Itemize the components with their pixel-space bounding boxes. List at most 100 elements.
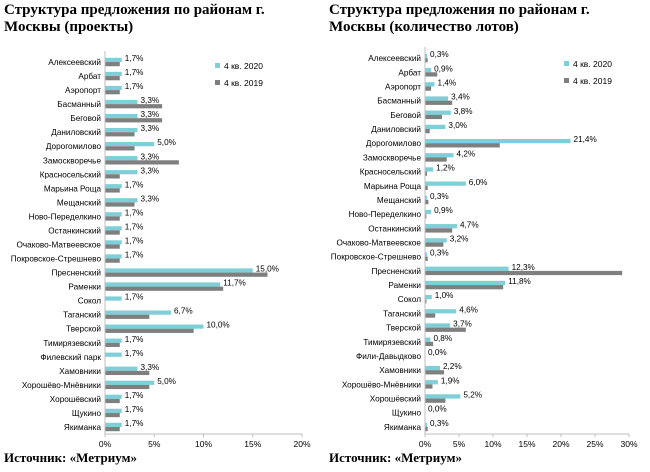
bar-4q-2020 bbox=[425, 309, 457, 314]
legend-label: 4 кв. 2020 bbox=[224, 61, 263, 71]
bar-4q-2020 bbox=[425, 380, 438, 385]
bar-4q-2019 bbox=[105, 286, 224, 291]
category-label: Красносельский bbox=[40, 170, 101, 179]
data-label: 3,0% bbox=[448, 121, 467, 130]
data-label: 1,7% bbox=[125, 237, 144, 246]
data-label: 0,9% bbox=[434, 206, 453, 215]
bar-4q-2019 bbox=[105, 118, 163, 123]
legend-label: 4 кв. 2019 bbox=[573, 76, 612, 86]
category-label: Хорошёвский bbox=[370, 395, 421, 404]
category-label: Дорогомилово bbox=[366, 139, 422, 148]
category-label: Сокол bbox=[78, 297, 102, 306]
data-label: 1,7% bbox=[125, 82, 144, 91]
data-label: 5,0% bbox=[157, 138, 176, 147]
bar-4q-2020 bbox=[105, 226, 122, 231]
x-tick-label: 30% bbox=[620, 439, 637, 449]
bar-4q-2019 bbox=[105, 230, 120, 235]
bar-4q-2020 bbox=[425, 266, 509, 271]
category-label: Очаково-Матвеевское bbox=[337, 239, 422, 248]
category-label: Беговой bbox=[70, 114, 101, 123]
bar-4q-2019 bbox=[105, 328, 194, 333]
chart-panel-projects: Структура предложения по районам г. Моск… bbox=[4, 2, 311, 465]
legend-label: 4 кв. 2019 bbox=[224, 78, 263, 88]
data-label: 1,7% bbox=[125, 419, 144, 428]
data-label: 5,2% bbox=[463, 391, 482, 400]
bar-4q-2020 bbox=[105, 366, 138, 371]
data-label: 10,0% bbox=[207, 321, 230, 330]
chart-panel-lots: Структура предложения по районам г. Моск… bbox=[325, 0, 650, 472]
data-label: 1,7% bbox=[125, 405, 144, 414]
category-label: Хорошёвский bbox=[50, 395, 101, 404]
data-label: 0,8% bbox=[433, 334, 452, 343]
bar-4q-2019 bbox=[425, 214, 427, 219]
bar-4q-2020 bbox=[105, 113, 138, 119]
bar-4q-2020 bbox=[425, 422, 428, 427]
legend-swatch bbox=[564, 78, 569, 83]
bar-4q-2020 bbox=[425, 68, 432, 73]
bar-chart-lots: Алексеевский 0,3% Арбат 0,9% Аэропорт 1,4% Бас… bbox=[331, 47, 638, 449]
category-label: Красносельский bbox=[360, 168, 421, 177]
data-label: 4,7% bbox=[460, 220, 479, 229]
bar-4q-2019 bbox=[425, 199, 429, 205]
bar-4q-2019 bbox=[105, 216, 120, 221]
data-label: 3,3% bbox=[141, 96, 160, 105]
category-label: Пресненский bbox=[51, 269, 101, 278]
chart-title: Структура предложения по районам г. Моск… bbox=[329, 2, 590, 35]
category-label: Сокол bbox=[398, 295, 422, 304]
data-label: 1,9% bbox=[441, 376, 460, 385]
data-label: 1,7% bbox=[125, 391, 144, 400]
data-label: 2,2% bbox=[443, 362, 462, 371]
bar-4q-2020 bbox=[425, 224, 457, 229]
category-label: Щукино bbox=[72, 409, 102, 418]
bar-chart-projects: Алексеевский 1,7% Арбат 1,7% Аэропорт 1,7% Бас… bbox=[11, 51, 311, 449]
bar-4q-2020 bbox=[425, 337, 431, 342]
bar-4q-2019 bbox=[105, 174, 120, 179]
data-label: 3,7% bbox=[453, 320, 472, 329]
bar-4q-2020 bbox=[425, 365, 440, 371]
bar-4q-2020 bbox=[425, 252, 428, 257]
category-label: Алексеевский bbox=[368, 54, 421, 63]
bar-4q-2020 bbox=[425, 153, 454, 158]
data-label: 0,3% bbox=[430, 50, 449, 59]
bar-4q-2020 bbox=[425, 195, 428, 200]
data-label: 3,8% bbox=[454, 107, 473, 116]
bar-4q-2019 bbox=[105, 62, 120, 67]
bar-4q-2020 bbox=[425, 53, 428, 59]
category-label: Якиманка bbox=[384, 423, 422, 432]
data-label: 0,3% bbox=[430, 192, 449, 201]
bar-4q-2020 bbox=[105, 142, 155, 147]
category-label: Басманный bbox=[377, 97, 421, 106]
category-label: Ново-Переделкино bbox=[29, 212, 102, 221]
data-label: 1,7% bbox=[125, 293, 144, 302]
category-label: Останкинский bbox=[368, 224, 421, 233]
category-label: Хамовники bbox=[379, 366, 421, 375]
data-label: 1,7% bbox=[125, 68, 144, 77]
bar-4q-2020 bbox=[105, 170, 138, 175]
bar-4q-2019 bbox=[425, 398, 446, 403]
bar-4q-2020 bbox=[105, 268, 253, 273]
bar-4q-2020 bbox=[105, 85, 122, 91]
bar-4q-2020 bbox=[425, 167, 434, 172]
category-label: Таганский bbox=[383, 309, 421, 318]
category-label: Раменки bbox=[388, 281, 421, 290]
data-label: 4,2% bbox=[457, 149, 476, 158]
x-tick-label: 20% bbox=[293, 439, 310, 449]
bar-4q-2020 bbox=[105, 282, 221, 287]
data-label: 11,8% bbox=[508, 277, 531, 286]
category-label: Беговой bbox=[390, 111, 421, 120]
category-label: Ново-Переделкино bbox=[349, 210, 422, 219]
data-label: 12,3% bbox=[512, 263, 535, 272]
data-label: 11,7% bbox=[223, 279, 246, 288]
bar-4q-2020 bbox=[105, 408, 122, 413]
category-label: Хамовники bbox=[59, 367, 101, 376]
category-label: Марьина Роща bbox=[44, 184, 102, 193]
category-label: Тверской bbox=[386, 324, 421, 333]
data-label: 1,7% bbox=[125, 349, 144, 358]
bar-4q-2019 bbox=[425, 299, 427, 304]
bar-4q-2019 bbox=[105, 188, 120, 193]
bar-4q-2019 bbox=[425, 285, 504, 290]
bar-4q-2019 bbox=[425, 256, 428, 261]
category-label: Фили-Давыдково bbox=[356, 352, 421, 361]
bar-4q-2019 bbox=[425, 341, 434, 347]
bar-4q-2019 bbox=[425, 327, 466, 332]
